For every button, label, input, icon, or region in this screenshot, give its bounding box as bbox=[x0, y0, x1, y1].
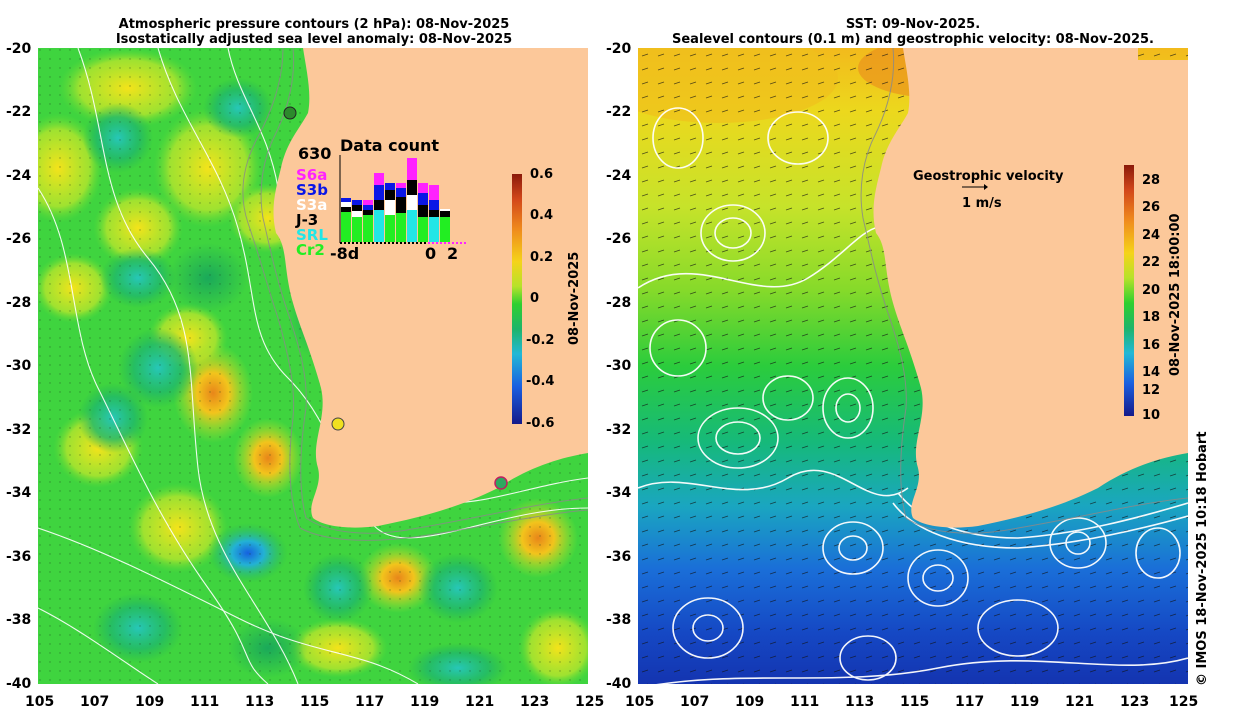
right-map[interactable] bbox=[638, 48, 1188, 684]
left-map[interactable] bbox=[38, 48, 588, 684]
inset-title: Data count bbox=[340, 136, 439, 155]
left-cb-tick: 0 bbox=[530, 291, 540, 306]
lat-tick: -22 bbox=[6, 104, 32, 120]
inset-histogram bbox=[339, 155, 468, 244]
lon-tick: 111 bbox=[790, 694, 820, 710]
lat-tick: -26 bbox=[6, 231, 32, 247]
lat-tick: -30 bbox=[606, 358, 632, 374]
left-colorbar-label: 08-Nov-2025 bbox=[567, 251, 582, 345]
imos-credit: © IMOS 18-Nov-2025 10:18 Hobart bbox=[1195, 431, 1210, 686]
velocity-legend-scale: 1 m/s bbox=[962, 196, 1002, 211]
lat-tick: -24 bbox=[606, 168, 632, 184]
right-colorbar-label: 08-Nov-2025 18:00:00 bbox=[1168, 213, 1183, 376]
lat-tick: -38 bbox=[6, 612, 32, 628]
mission-s3a: S3a bbox=[296, 196, 328, 214]
histogram-bars bbox=[341, 158, 450, 242]
lat-tick: -22 bbox=[606, 104, 632, 120]
lon-tick: 117 bbox=[955, 694, 985, 710]
left-cb-tick: -0.2 bbox=[526, 333, 555, 348]
lat-tick: -20 bbox=[606, 41, 632, 57]
mission-s3b: S3b bbox=[296, 181, 328, 199]
left-title: Atmospheric pressure contours (2 hPa): 0… bbox=[40, 17, 588, 47]
right-colorbar bbox=[1124, 165, 1134, 416]
lon-tick: 123 bbox=[1120, 694, 1150, 710]
lon-tick: 117 bbox=[355, 694, 385, 710]
lon-tick: 111 bbox=[190, 694, 220, 710]
right-cb-tick: 14 bbox=[1142, 365, 1161, 380]
lat-tick: -30 bbox=[6, 358, 32, 374]
inset-missions: S6a S3b S3a J-3 SRL Cr2 bbox=[296, 168, 336, 258]
lat-tick: -24 bbox=[6, 168, 32, 184]
lat-tick: -28 bbox=[606, 295, 632, 311]
lon-tick: 119 bbox=[1010, 694, 1040, 710]
mission-j3: J-3 bbox=[296, 211, 319, 229]
right-cb-tick: 28 bbox=[1142, 173, 1161, 188]
inset-max-count: 630 bbox=[298, 144, 332, 163]
left-cb-tick: 0.4 bbox=[530, 208, 554, 223]
right-cb-tick: 10 bbox=[1142, 408, 1161, 423]
velocity-legend-arrow-icon bbox=[962, 184, 988, 190]
inset-x-start: -8d bbox=[330, 244, 360, 263]
mission-cr2: Cr2 bbox=[296, 241, 325, 259]
lat-tick: -38 bbox=[606, 612, 632, 628]
mission-srl: SRL bbox=[296, 226, 328, 244]
lon-tick: 115 bbox=[300, 694, 330, 710]
lat-tick: -32 bbox=[6, 422, 32, 438]
lon-tick: 109 bbox=[735, 694, 765, 710]
right-title: SST: 09-Nov-2025. Sealevel contours (0.1… bbox=[638, 17, 1188, 47]
right-cb-tick: 20 bbox=[1142, 283, 1161, 298]
right-cb-tick: 18 bbox=[1142, 310, 1161, 325]
left-cb-tick: -0.4 bbox=[526, 374, 555, 389]
lat-tick: -36 bbox=[6, 549, 32, 565]
lon-tick: 125 bbox=[1169, 694, 1199, 710]
right-cb-tick: 12 bbox=[1142, 383, 1161, 398]
lat-tick: -34 bbox=[606, 485, 632, 501]
lat-tick: -40 bbox=[606, 676, 632, 692]
left-colorbar bbox=[512, 174, 522, 424]
right-title-line2: Sealevel contours (0.1 m) and geostrophi… bbox=[672, 32, 1154, 47]
velocity-legend-title: Geostrophic velocity bbox=[913, 169, 1064, 184]
right-cb-tick: 22 bbox=[1142, 255, 1161, 270]
lon-tick: 121 bbox=[465, 694, 495, 710]
lon-tick: 105 bbox=[25, 694, 55, 710]
lat-tick: -36 bbox=[606, 549, 632, 565]
right-cb-tick: 26 bbox=[1142, 200, 1161, 215]
lat-tick: -26 bbox=[606, 231, 632, 247]
left-cb-tick: 0.2 bbox=[530, 250, 554, 265]
lon-tick: 107 bbox=[680, 694, 710, 710]
lon-tick: 125 bbox=[575, 694, 605, 710]
left-cb-tick: 0.6 bbox=[530, 167, 554, 182]
lon-tick: 109 bbox=[135, 694, 165, 710]
lon-tick: 119 bbox=[410, 694, 440, 710]
lon-tick: 105 bbox=[625, 694, 655, 710]
right-title-line1: SST: 09-Nov-2025. bbox=[845, 17, 981, 32]
inset-x-zero: 0 bbox=[425, 244, 437, 263]
left-title-line1: Atmospheric pressure contours (2 hPa): 0… bbox=[118, 17, 510, 32]
inset-x-end: 2 bbox=[447, 244, 459, 263]
lon-tick: 115 bbox=[900, 694, 930, 710]
lat-tick: -28 bbox=[6, 295, 32, 311]
sst-map bbox=[638, 48, 1188, 684]
right-cb-tick: 24 bbox=[1142, 228, 1161, 243]
left-cb-tick: -0.6 bbox=[526, 416, 555, 431]
lat-tick: -32 bbox=[606, 422, 632, 438]
left-title-line2: Isostatically adjusted sea level anomaly… bbox=[115, 32, 513, 47]
lat-tick: -34 bbox=[6, 485, 32, 501]
lon-tick: 107 bbox=[80, 694, 110, 710]
sea-level-anomaly-map bbox=[38, 48, 588, 684]
right-cb-tick: 16 bbox=[1142, 338, 1161, 353]
lon-tick: 121 bbox=[1065, 694, 1095, 710]
lon-tick: 123 bbox=[520, 694, 550, 710]
mission-s6a: S6a bbox=[296, 166, 328, 184]
lat-tick: -40 bbox=[6, 676, 32, 692]
lon-tick: 113 bbox=[245, 694, 275, 710]
lat-tick: -20 bbox=[6, 41, 32, 57]
lon-tick: 113 bbox=[845, 694, 875, 710]
